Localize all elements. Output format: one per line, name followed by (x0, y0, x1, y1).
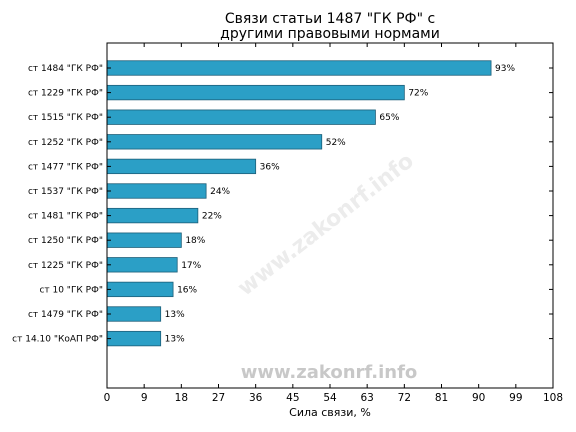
x-tick-label: 45 (286, 392, 299, 404)
category-label: ст 1225 "ГК РФ" (28, 261, 103, 271)
category-label: ст 1515 "ГК РФ" (28, 113, 103, 123)
bar-value-label: 36% (260, 162, 280, 172)
category-label: ст 1537 "ГК РФ" (28, 187, 103, 197)
category-label: ст 1250 "ГК РФ" (28, 236, 103, 246)
bar-value-label: 93% (495, 64, 515, 74)
bar (106, 158, 257, 175)
x-tick-label: 63 (360, 392, 373, 404)
bar (106, 232, 182, 248)
category-label: ст 1484 "ГК РФ" (28, 64, 103, 74)
bar-value-label: 52% (326, 138, 346, 148)
bar (106, 84, 405, 101)
category-label: ст 14.10 "КоАП РФ" (12, 335, 103, 345)
bar-value-label: 24% (210, 187, 230, 197)
watermark-text: www.zakonrf.info (241, 362, 418, 383)
x-tick-label: 9 (141, 392, 148, 404)
bar-value-label: 22% (202, 212, 222, 222)
bar (106, 306, 162, 322)
bar-value-label: 72% (408, 89, 428, 99)
bar-value-label: 16% (177, 285, 197, 295)
bar (106, 183, 207, 199)
x-tick-label: 27 (212, 392, 225, 404)
x-tick-label: 99 (509, 392, 522, 404)
bar-value-label: 18% (185, 236, 205, 246)
x-tick-label: 54 (323, 392, 337, 404)
x-axis: 0 9 18 27 36 45 54 63 72 81 90 99 108 (104, 43, 563, 404)
x-tick-label: 81 (435, 392, 448, 404)
chart-title-line: другими правовыми нормами (220, 26, 440, 42)
category-label: ст 1477 "ГК РФ" (28, 162, 103, 172)
y-axis: ст 1484 "ГК РФ" ст 1229 "ГК РФ" ст 1515 "Г… (12, 64, 553, 345)
bar-value-label: 13% (165, 335, 185, 345)
bars-group: 93% 72% 65% 52% 36% 24% 22% 18% 17% 16% 13% 13% (106, 60, 516, 347)
bar (106, 134, 323, 150)
bar-value-label: 13% (165, 310, 185, 320)
bar (106, 60, 492, 76)
category-label: ст 10 "ГК РФ" (39, 285, 103, 295)
x-tick-label: 72 (398, 392, 411, 404)
bar (106, 207, 199, 224)
category-label: ст 1252 "ГК РФ" (28, 138, 103, 148)
x-tick-label: 0 (104, 392, 111, 404)
x-tick-label: 90 (472, 392, 485, 404)
category-label: ст 1479 "ГК РФ" (28, 310, 103, 320)
bar-value-label: 17% (181, 261, 201, 271)
bar (106, 281, 174, 298)
x-tick-label: 18 (175, 392, 188, 404)
category-label: ст 1481 "ГК РФ" (28, 212, 103, 222)
bar (106, 257, 178, 273)
category-label: ст 1229 "ГК РФ" (28, 89, 103, 99)
bar-value-label: 65% (379, 113, 399, 123)
x-axis-label: Сила связи, % (289, 406, 371, 419)
x-tick-label: 36 (249, 392, 263, 404)
bar (106, 330, 162, 347)
bar (106, 109, 376, 125)
chart-title-line: Связи статьи 1487 "ГК РФ" с (225, 11, 435, 27)
x-tick-label: 108 (543, 392, 563, 404)
